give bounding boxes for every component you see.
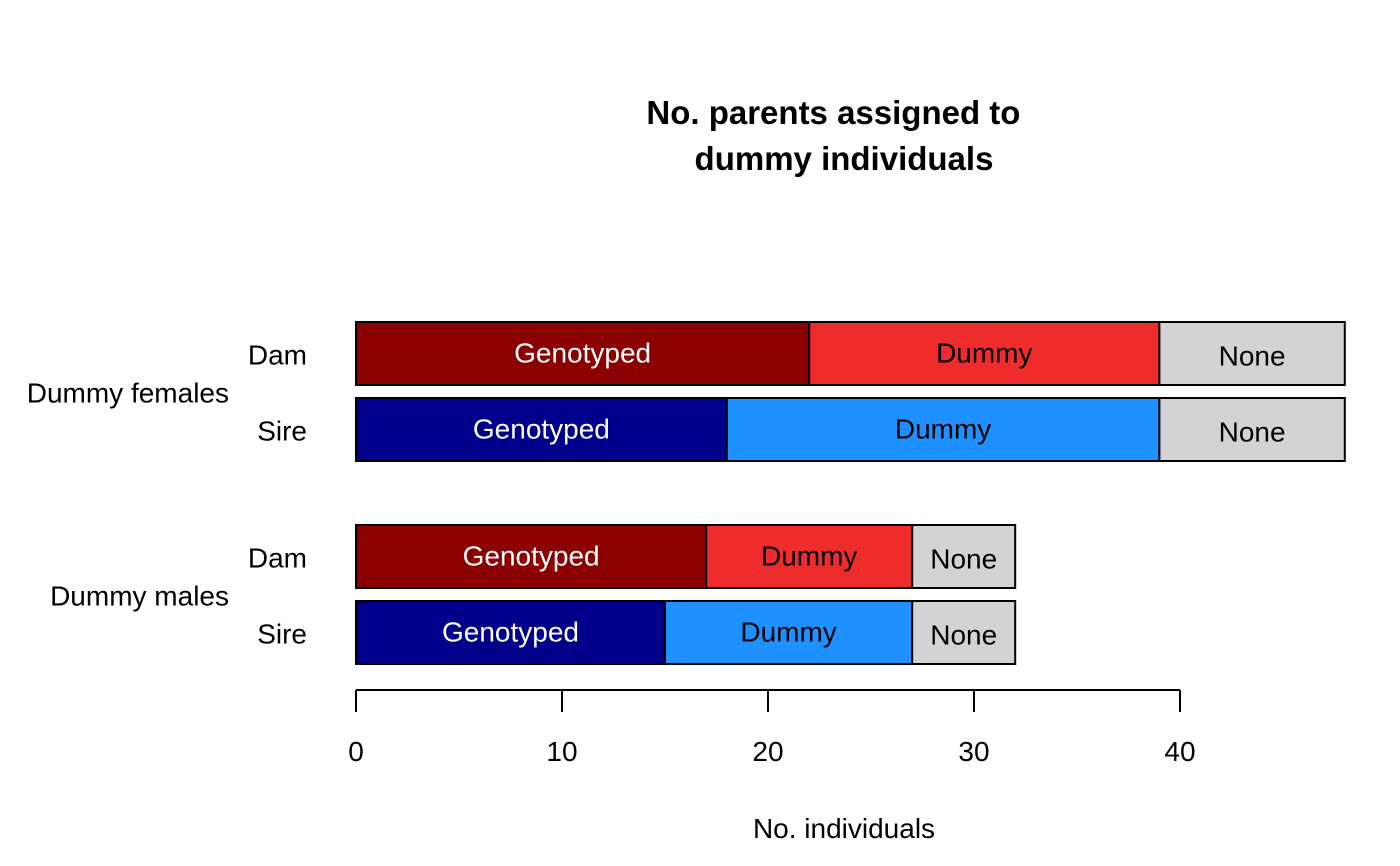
bar-segment-none	[1158, 397, 1346, 462]
bar-segment-label: Dummy	[936, 338, 1032, 369]
bar-segment-label: Genotyped	[514, 338, 651, 369]
chart-title-line-1: No. parents assigned to	[646, 94, 1020, 131]
bar-segment-label: Dummy	[740, 617, 836, 648]
bar-segment-dummy	[808, 321, 1161, 386]
bar-segment-label: Dummy	[761, 541, 857, 572]
row-label-dam: Dam	[248, 340, 307, 371]
chart-title: No. parents assigned to dummy individual…	[646, 94, 1029, 177]
chart-title-line-2: dummy individuals	[695, 140, 994, 177]
bar-segment-label: None	[1219, 417, 1286, 448]
row-labels: Dam Sire Dam Sire	[248, 340, 307, 650]
bar-segment-genotyped	[355, 524, 708, 589]
x-tick-label: 0	[348, 736, 364, 767]
bar-segment-dummy	[705, 524, 914, 589]
row-label-dam: Dam	[248, 543, 307, 574]
bar-segment-none	[911, 524, 1017, 589]
x-axis: 0 10 20 30 40	[348, 689, 1196, 767]
bar-segment-label: Genotyped	[473, 414, 610, 445]
x-tick-label: 20	[752, 736, 783, 767]
bar-segment-label: None	[930, 544, 997, 575]
bar-segment-label: Genotyped	[463, 541, 600, 572]
group-label: Dummy females	[27, 378, 229, 409]
bar-area: Genotyped Dummy None Genotyped Dummy None Geno…	[355, 321, 1346, 665]
bar-segment-none	[911, 600, 1017, 665]
row-label-sire: Sire	[257, 619, 307, 650]
row-label-sire: Sire	[257, 416, 307, 447]
bar-segment-label: None	[930, 620, 997, 651]
bar-segment-none	[1158, 321, 1346, 386]
group-label: Dummy males	[50, 581, 229, 612]
bar-segment-genotyped	[355, 600, 666, 665]
x-tick-label: 40	[1164, 736, 1195, 767]
x-tick-label: 30	[958, 736, 989, 767]
bar-segment-label: None	[1219, 341, 1286, 372]
bar-segment-label: Dummy	[895, 414, 991, 445]
bar-segment-label: Genotyped	[442, 617, 579, 648]
x-axis-label: No. individuals	[753, 813, 935, 844]
group-labels: Dummy females Dummy males	[27, 378, 229, 612]
bar-segment-genotyped	[355, 321, 811, 386]
bar-segment-dummy	[725, 397, 1161, 462]
x-tick-label: 10	[546, 736, 577, 767]
